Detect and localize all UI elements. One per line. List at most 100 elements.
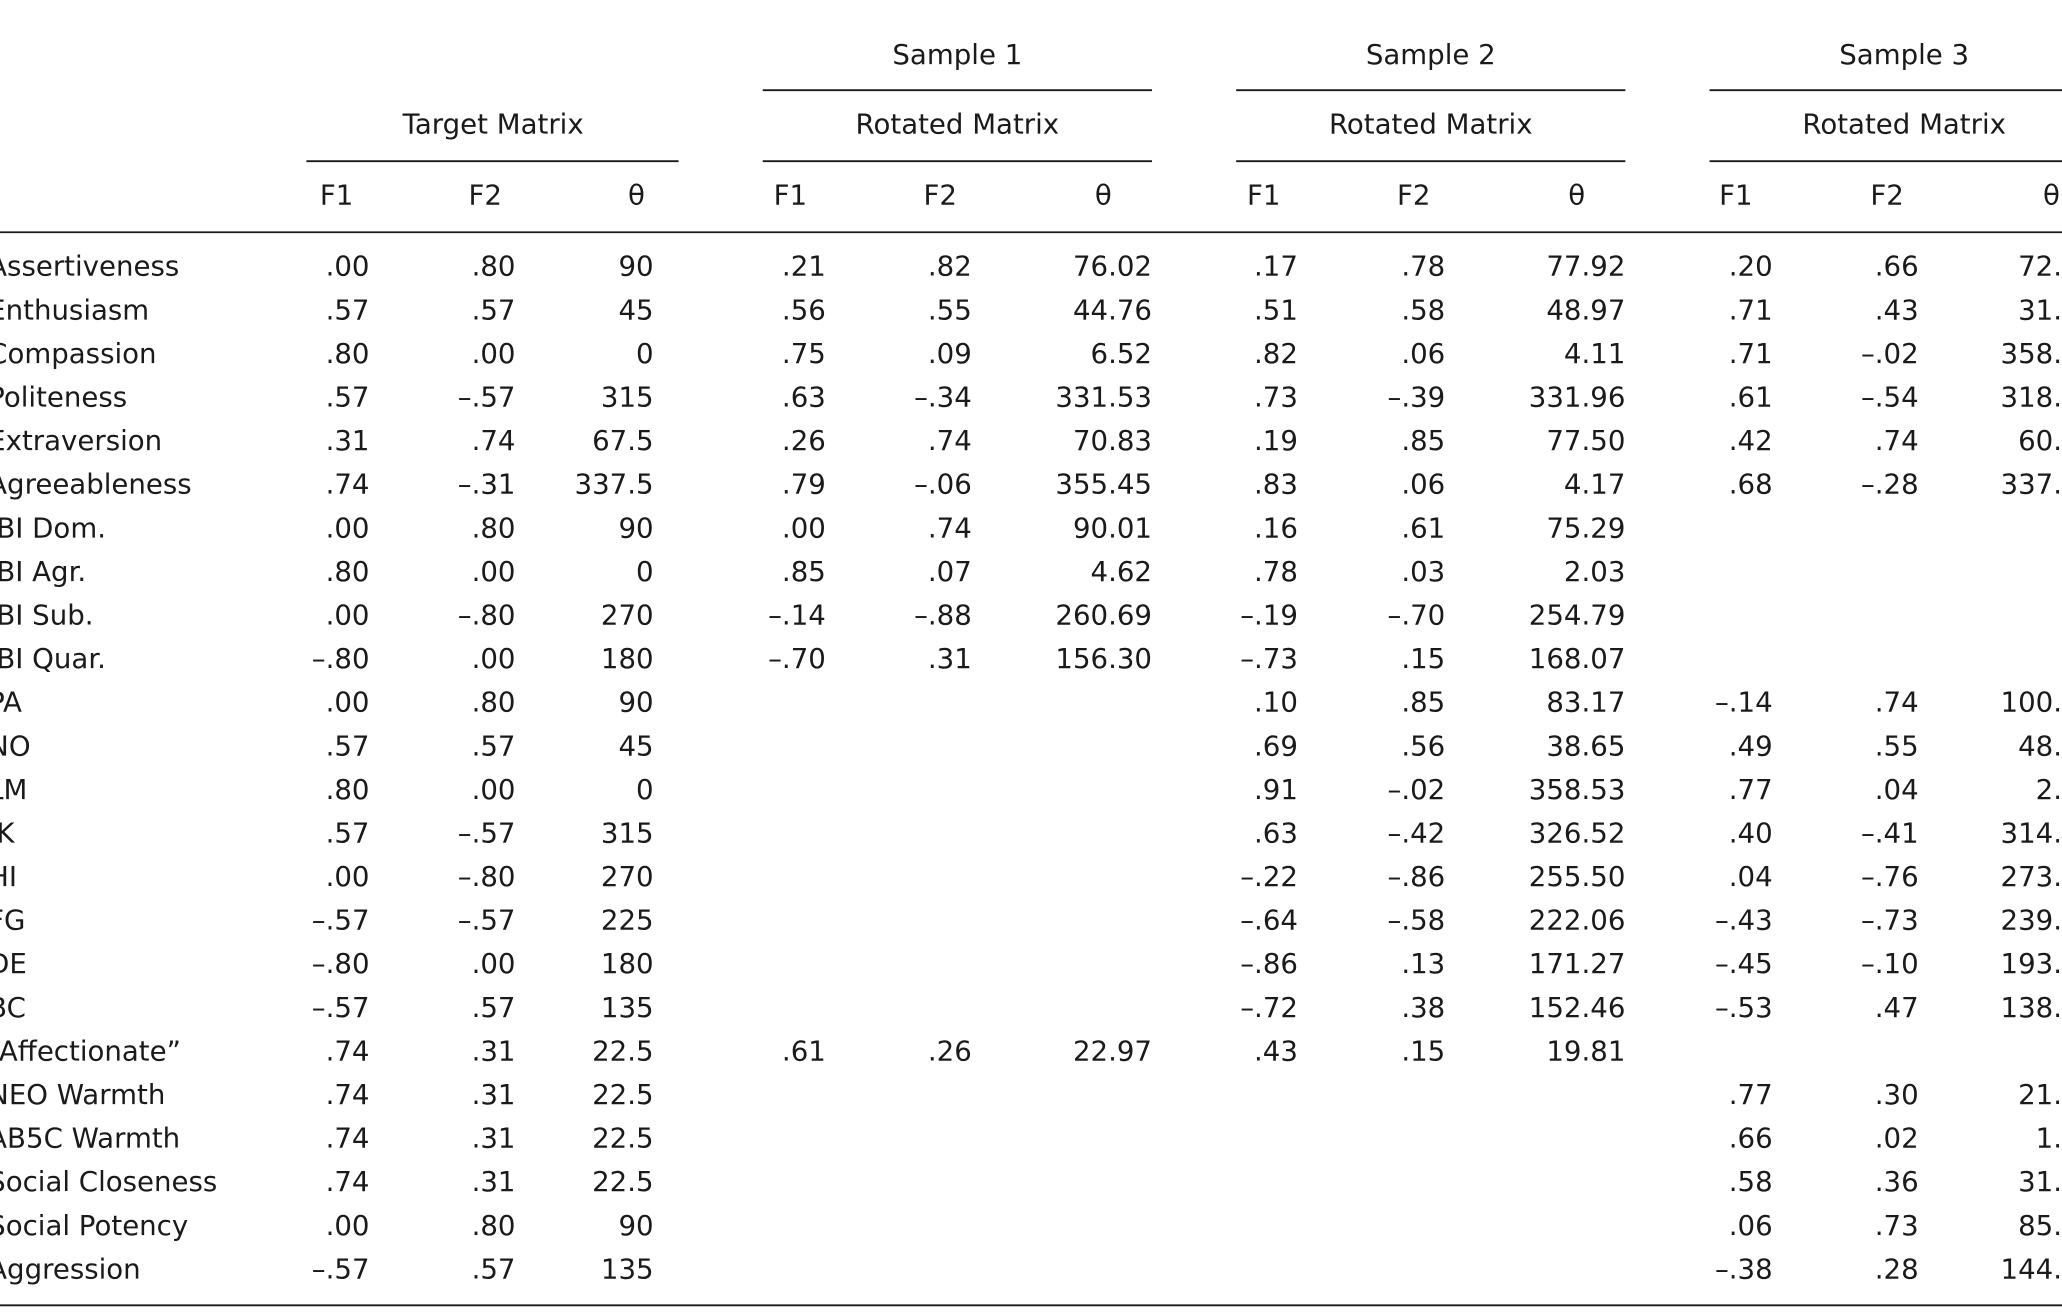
cell: 193. <box>2001 947 2062 980</box>
cell: .36 <box>1875 1165 1919 1198</box>
cell: 318. <box>2001 381 2062 414</box>
cell: 22.5 <box>592 1165 653 1198</box>
cell: .00 <box>326 598 370 631</box>
cell: –.72 <box>1240 991 1298 1024</box>
row-label: Compassion <box>0 337 157 370</box>
cell: –.64 <box>1240 904 1298 937</box>
cell: .56 <box>1401 729 1445 762</box>
cell: .49 <box>1729 729 1773 762</box>
cell: 144. <box>2001 1252 2062 1285</box>
cell: –.41 <box>1861 816 1919 849</box>
cell: .82 <box>1254 337 1298 370</box>
cell: .10 <box>1254 686 1298 719</box>
cell: .04 <box>1729 860 1773 893</box>
cell: 156.30 <box>1055 642 1152 675</box>
cell: 152.46 <box>1529 991 1626 1024</box>
row-label: AB5C Warmth <box>0 1122 180 1155</box>
cell: 270 <box>601 860 654 893</box>
cell: .74 <box>928 511 972 544</box>
cell: 168.07 <box>1529 642 1626 675</box>
cell: .66 <box>1729 1122 1773 1155</box>
column-header: θ <box>2043 179 2060 212</box>
sample-title: Sample 3 <box>1839 38 1969 71</box>
cell: .61 <box>782 1034 826 1067</box>
cell: .20 <box>1729 250 1773 283</box>
cell: –.38 <box>1715 1252 1773 1285</box>
cell: .06 <box>1401 468 1445 501</box>
cell: .71 <box>1729 337 1773 370</box>
cell: .26 <box>928 1034 972 1067</box>
cell: –.39 <box>1388 381 1446 414</box>
cell: 90.01 <box>1073 511 1152 544</box>
cell: .80 <box>326 337 370 370</box>
cell: –.31 <box>458 468 516 501</box>
cell: .57 <box>326 816 370 849</box>
row-label: Social Potency <box>0 1209 188 1242</box>
cell: 45 <box>618 729 653 762</box>
cell: 21. <box>2018 1078 2062 1111</box>
cell: –.57 <box>458 816 516 849</box>
cell: .73 <box>1875 1209 1919 1242</box>
cell: 76.02 <box>1073 250 1152 283</box>
cell: .00 <box>326 1209 370 1242</box>
cell: –.80 <box>458 598 516 631</box>
cell: .80 <box>326 555 370 588</box>
cell: 90 <box>618 250 653 283</box>
cell: 254.79 <box>1529 598 1626 631</box>
cell: .55 <box>928 293 972 326</box>
cell: 2. <box>2036 773 2062 806</box>
cell: .00 <box>326 511 370 544</box>
cell: .31 <box>472 1034 516 1067</box>
cell: .68 <box>1729 468 1773 501</box>
column-header: θ <box>1568 179 1585 212</box>
cell: –.57 <box>458 904 516 937</box>
column-header: F1 <box>1719 179 1752 212</box>
cell: 31. <box>2018 1165 2062 1198</box>
cell: .04 <box>1875 773 1919 806</box>
cell: 314. <box>2001 816 2062 849</box>
cell: 315 <box>601 381 654 414</box>
cell: –.80 <box>312 947 370 980</box>
cell: .58 <box>1729 1165 1773 1198</box>
cell: –.14 <box>1715 686 1773 719</box>
cell: .42 <box>1729 424 1773 457</box>
cell: .85 <box>1401 424 1445 457</box>
cell: –.42 <box>1388 816 1446 849</box>
cell: .47 <box>1875 991 1919 1024</box>
cell: 225 <box>601 904 654 937</box>
cell: –.57 <box>458 381 516 414</box>
matrix-title: Rotated Matrix <box>1802 108 2006 141</box>
cell: .74 <box>472 424 516 457</box>
cell: 44.76 <box>1073 293 1152 326</box>
cell: .80 <box>472 686 516 719</box>
row-label: JK <box>0 816 15 849</box>
cell: 22.5 <box>592 1122 653 1155</box>
cell: –.22 <box>1240 860 1298 893</box>
cell: 326.52 <box>1529 816 1626 849</box>
cell: 135 <box>601 1252 654 1285</box>
cell: 260.69 <box>1055 598 1152 631</box>
cell: 331.96 <box>1529 381 1626 414</box>
cell: .57 <box>472 991 516 1024</box>
cell: .43 <box>1254 1034 1298 1067</box>
cell: 239. <box>2001 904 2062 937</box>
cell: –.02 <box>1861 337 1919 370</box>
cell: 77.92 <box>1546 250 1625 283</box>
cell: .56 <box>782 293 826 326</box>
cell: .58 <box>1401 293 1445 326</box>
row-label: Assertiveness <box>0 250 179 283</box>
cell: .31 <box>472 1165 516 1198</box>
row-label: HI <box>0 860 17 893</box>
cell: 4.62 <box>1091 555 1152 588</box>
cell: –.57 <box>312 1252 370 1285</box>
cell: 4.17 <box>1564 468 1625 501</box>
cell: .85 <box>782 555 826 588</box>
cell: .74 <box>326 1078 370 1111</box>
cell: .09 <box>928 337 972 370</box>
cell: –.86 <box>1388 860 1446 893</box>
cell: 222.06 <box>1529 904 1626 937</box>
cell: .03 <box>1401 555 1445 588</box>
cell: –.06 <box>914 468 972 501</box>
row-label: IBI Quar. <box>0 642 106 675</box>
